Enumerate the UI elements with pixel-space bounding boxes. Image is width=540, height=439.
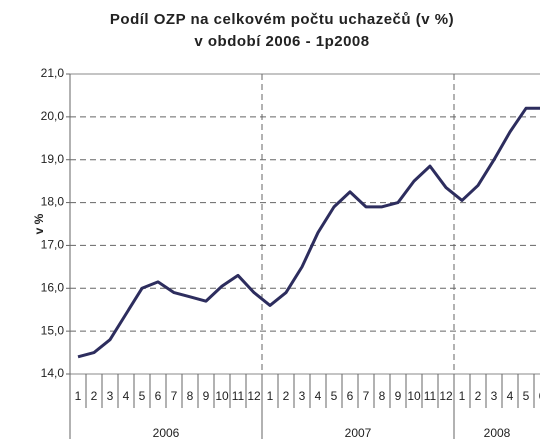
x-tick-label: 4: [315, 389, 322, 403]
x-tick-label: 2: [283, 389, 290, 403]
x-tick-label: 9: [395, 389, 402, 403]
group-label: 2008: [484, 426, 511, 439]
x-tick-label: 10: [215, 389, 229, 403]
x-tick-label: 10: [407, 389, 421, 403]
x-tick-label: 2: [475, 389, 482, 403]
x-tick-label: 12: [247, 389, 261, 403]
x-tick-label: 5: [523, 389, 530, 403]
x-tick-label: 7: [363, 389, 370, 403]
x-tick-label: 11: [424, 389, 437, 403]
x-tick-label: 3: [299, 389, 306, 403]
x-tick-label: 7: [171, 389, 178, 403]
y-tick-label: 16,0: [41, 280, 65, 294]
y-tick-label: 14,0: [41, 366, 65, 380]
y-tick-label: 18,0: [41, 195, 65, 209]
x-tick-label: 1: [267, 389, 274, 403]
y-tick-label: 20,0: [41, 109, 65, 123]
y-tick-label: 15,0: [41, 323, 65, 337]
group-label: 2007: [345, 426, 372, 439]
x-tick-label: 6: [539, 389, 540, 403]
x-tick-label: 8: [187, 389, 194, 403]
x-tick-label: 12: [439, 389, 453, 403]
chart-title: Podíl OZP na celkovém počtu uchazečů (v …: [110, 11, 454, 28]
x-tick-label: 6: [347, 389, 354, 403]
x-tick-label: 1: [75, 389, 82, 403]
y-tick-label: 19,0: [41, 152, 65, 166]
x-tick-label: 8: [379, 389, 386, 403]
x-tick-label: 5: [331, 389, 338, 403]
x-tick-label: 9: [203, 389, 210, 403]
x-tick-label: 11: [232, 389, 245, 403]
x-tick-label: 4: [123, 389, 130, 403]
x-tick-label: 1: [459, 389, 466, 403]
y-axis-label: v %: [32, 213, 46, 234]
x-tick-label: 4: [507, 389, 514, 403]
x-tick-label: 6: [155, 389, 162, 403]
x-tick-label: 2: [91, 389, 98, 403]
group-label: 2006: [153, 426, 180, 439]
x-tick-label: 3: [107, 389, 114, 403]
x-tick-label: 5: [139, 389, 146, 403]
y-tick-label: 21,0: [41, 66, 65, 80]
chart-subtitle: v období 2006 - 1p2008: [194, 33, 369, 50]
y-tick-label: 17,0: [41, 238, 65, 252]
x-tick-label: 3: [491, 389, 498, 403]
data-line: [77, 106, 540, 359]
